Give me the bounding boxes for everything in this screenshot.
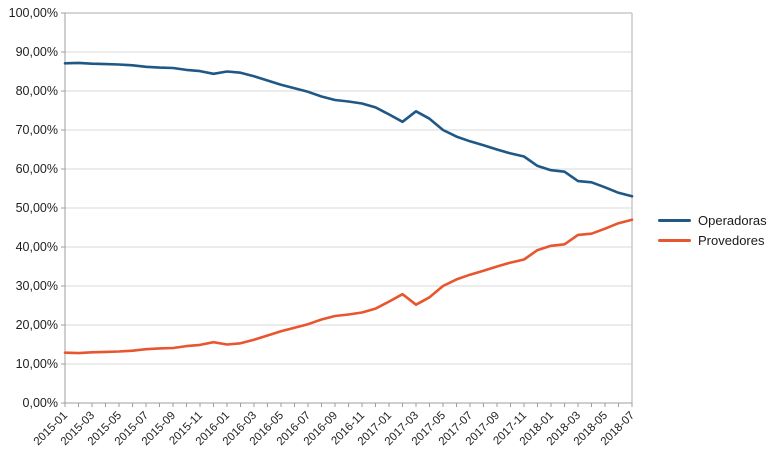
y-axis-label: 90,00% — [16, 45, 58, 59]
y-axis-label: 70,00% — [16, 123, 58, 137]
chart-legend: Operadoras Provedores — [658, 214, 767, 247]
legend-item-provedores: Provedores — [658, 234, 767, 247]
legend-label-operadoras: Operadoras — [698, 213, 767, 228]
y-axis-label: 20,00% — [16, 318, 58, 332]
y-axis-label: 80,00% — [16, 84, 58, 98]
y-axis-label: 100,00% — [9, 6, 58, 20]
y-axis-label: 50,00% — [16, 201, 58, 215]
provedores-line-swatch — [658, 239, 691, 242]
y-axis-label: 30,00% — [16, 279, 58, 293]
legend-label-provedores: Provedores — [698, 233, 765, 248]
y-axis-label: 10,00% — [16, 357, 58, 371]
y-axis-label: 0,00% — [23, 396, 58, 410]
operadoras-line-swatch — [658, 219, 691, 222]
y-axis-label: 40,00% — [16, 240, 58, 254]
legend-item-operadoras: Operadoras — [658, 214, 767, 227]
y-axis-label: 60,00% — [16, 162, 58, 176]
series-line-provedores — [63, 218, 634, 355]
series-line-operadoras — [63, 61, 634, 198]
